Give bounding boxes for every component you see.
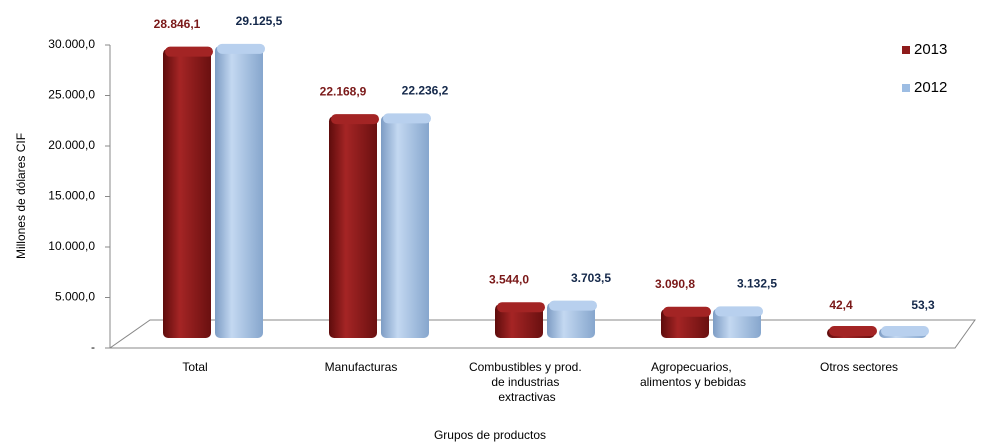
x-tick-line: Total (182, 360, 207, 374)
bar (495, 302, 545, 338)
bar-top (217, 43, 265, 54)
value-label: 3.703,5 (571, 271, 611, 285)
x-tick-label: Agropecuarios, alimentos y bebidas (640, 360, 746, 389)
bar-top (663, 306, 711, 317)
y-tick-label: 10.000,0 (48, 239, 95, 253)
x-tick-label: Otros sectores (820, 360, 898, 374)
bar-body (329, 116, 377, 338)
bar (879, 326, 929, 338)
bar (827, 326, 877, 338)
bar (547, 300, 597, 338)
x-tick-line: Agropecuarios, (651, 360, 735, 374)
value-label: 3.090,8 (655, 277, 695, 291)
bar (713, 306, 763, 338)
bar-top (331, 114, 379, 125)
bar (661, 306, 711, 338)
bar (163, 46, 213, 338)
value-label: 53,3 (911, 298, 935, 312)
bar-top (715, 306, 763, 317)
legend-label: 2013 (914, 41, 947, 58)
x-tick-line: de industrias (491, 375, 562, 389)
x-tick-line: Combustibles y prod. (469, 360, 585, 374)
legend-swatch (902, 84, 910, 92)
y-tick-label: 30.000,0 (48, 37, 95, 51)
bar-body (381, 115, 429, 338)
x-tick-label: Manufacturas (325, 360, 398, 374)
bar (381, 113, 431, 338)
value-label: 22.168,9 (320, 84, 367, 98)
y-tick-label: 15.000,0 (48, 189, 95, 203)
bar-top (549, 300, 597, 311)
y-tick-label: 25.000,0 (48, 88, 95, 102)
bar (329, 114, 379, 338)
legend-label: 2012 (914, 79, 947, 96)
bar-top (881, 326, 929, 336)
x-tick-line: extractivas (498, 390, 555, 404)
y-tick-label: 20.000,0 (48, 138, 95, 152)
x-axis-label: Grupos de productos (434, 428, 546, 442)
x-tick-line: Manufacturas (325, 360, 398, 374)
y-axis-label: Millones de dólares CIF (14, 133, 28, 259)
bar (215, 43, 265, 338)
x-tick-line: alimentos y bebidas (640, 375, 746, 389)
bar-body (495, 304, 543, 338)
y-tick-label: 5.000,0 (55, 290, 95, 304)
value-label: 3.132,5 (737, 277, 777, 291)
bar-body (547, 302, 595, 338)
y-tick-label: - (91, 340, 95, 354)
legend-swatch (902, 46, 910, 54)
bar-top (497, 302, 545, 313)
bar-top (165, 46, 213, 57)
bar-body (215, 45, 263, 338)
value-label: 22.236,2 (402, 84, 449, 98)
value-label: 28.846,1 (154, 17, 201, 31)
bar-top (383, 113, 431, 124)
bar-body (163, 48, 211, 338)
value-label: 29.125,5 (236, 14, 283, 28)
bar-top (829, 326, 877, 336)
x-tick-line: Otros sectores (820, 360, 898, 374)
x-tick-label: Total (182, 360, 207, 374)
x-tick-label: Combustibles y prod. de industrias extra… (469, 360, 585, 404)
value-label: 42,4 (829, 298, 853, 312)
value-label: 3.544,0 (489, 272, 529, 286)
